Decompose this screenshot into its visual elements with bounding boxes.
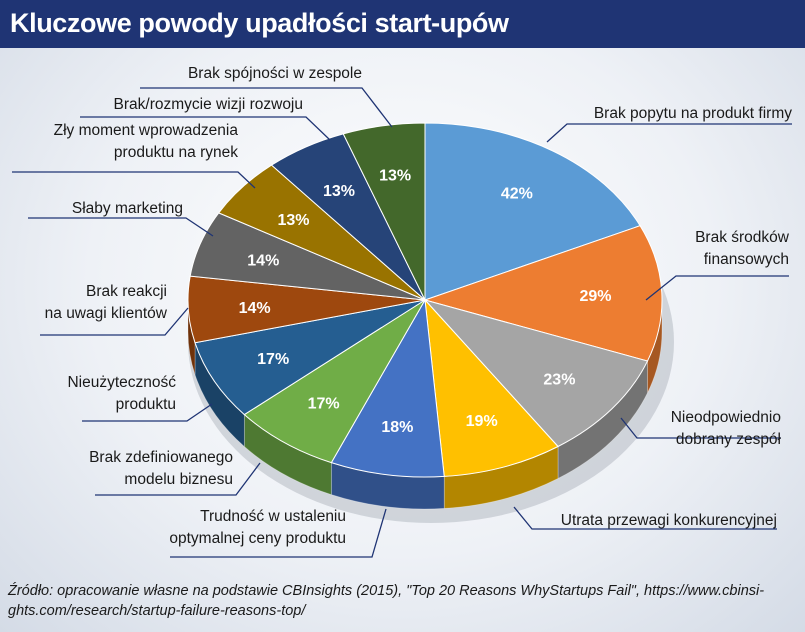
leader-line-7: [40, 307, 189, 336]
slice-value-10: 13%: [323, 183, 355, 200]
pie-slice-3: [424, 298, 559, 477]
pie-slice-4: [330, 298, 445, 478]
slice-value-7: 14%: [239, 300, 271, 317]
category-label-6: Nieużyteczność produktu: [67, 374, 176, 413]
pie-slice-5: [243, 299, 426, 464]
category-label-2: Nieodpowiednio dobrany zespół: [671, 409, 782, 448]
slice-value-8: 14%: [247, 252, 279, 269]
category-label-9: Zły moment wprowadzenia produktu na rynek: [54, 122, 239, 161]
slice-value-5: 17%: [308, 395, 340, 412]
category-label-3: Utrata przewagi konkurencyjnej: [561, 512, 777, 529]
pie-slice-11: [342, 122, 426, 301]
category-label-1: Brak środków finansowych: [695, 229, 790, 268]
title-bar: Kluczowe powody upadłości start-upów: [0, 0, 805, 48]
category-label-10: Brak/rozmycie wizji rozwoju: [114, 96, 303, 113]
leader-line-8: [28, 217, 214, 237]
leader-line-5: [95, 462, 261, 496]
category-label-8: Słaby marketing: [72, 200, 183, 217]
slice-value-9: 13%: [277, 212, 309, 229]
category-label-11: Brak spójności w zespole: [188, 65, 362, 82]
category-label-5: Brak zdefiniowanego modelu biznesu: [89, 449, 233, 488]
slice-value-4: 18%: [381, 419, 413, 436]
leader-line-11: [140, 87, 393, 128]
leader-line-2: [620, 417, 781, 439]
category-label-4: Trudność w ustaleniu optymalnej ceny prod…: [169, 508, 346, 547]
category-label-7: Brak reakcji na uwagi klientów: [45, 283, 168, 322]
leader-line-6: [82, 403, 213, 422]
leader-line-0: [546, 123, 792, 143]
slice-value-3: 19%: [466, 413, 498, 430]
leader-line-9: [12, 171, 256, 189]
leader-line-4: [170, 508, 387, 558]
category-label-0: Brak popytu na produkt firmy: [594, 105, 792, 122]
slice-value-6: 17%: [257, 351, 289, 368]
leader-line-10: [80, 116, 331, 141]
pie-slice-0: [424, 122, 641, 301]
pie-slice-2: [423, 299, 649, 448]
slice-value-1: 29%: [579, 288, 611, 305]
pie-slice-6: [194, 299, 426, 416]
slice-value-11: 13%: [379, 168, 411, 185]
source-note: Źródło: opracowanie własne na podstawie …: [8, 583, 765, 619]
leader-line-3: [513, 506, 777, 530]
leader-line-1: [645, 275, 789, 301]
pie-slice-1: [423, 225, 663, 362]
slice-value-0: 42%: [501, 186, 533, 203]
chart-title: Kluczowe powody upadłości start-upów: [10, 8, 509, 38]
slice-value-2: 23%: [543, 371, 575, 388]
